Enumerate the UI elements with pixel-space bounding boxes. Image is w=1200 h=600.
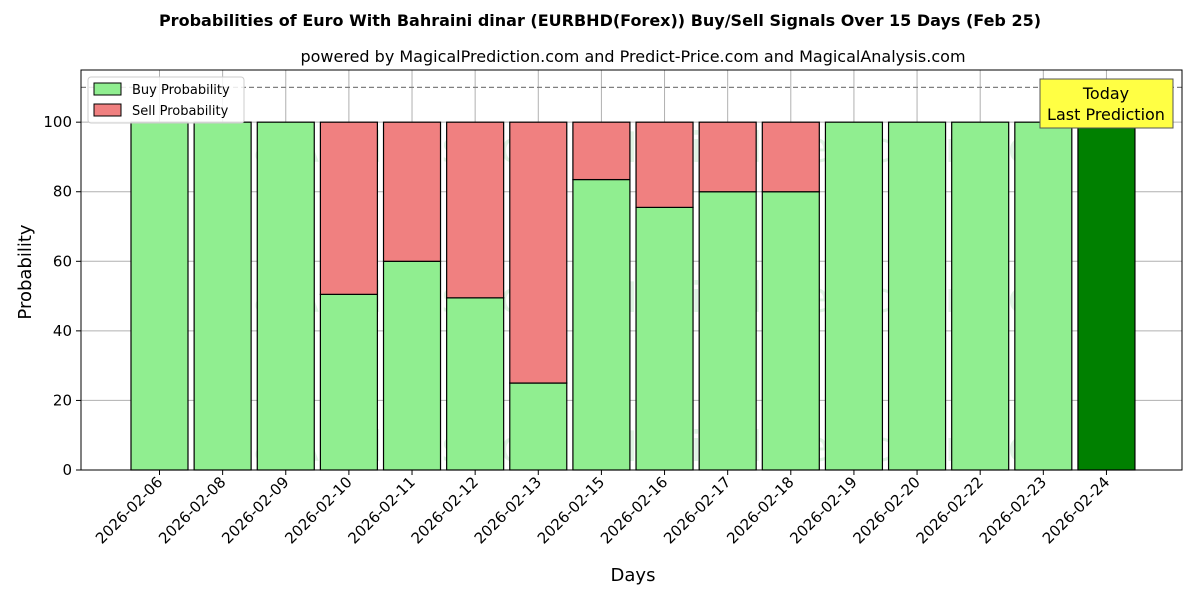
bar-buy — [1077, 121, 1136, 471]
x-tick-label: 2026-02-06 — [92, 473, 166, 547]
y-tick-label: 40 — [53, 322, 72, 340]
bar-buy — [761, 191, 820, 471]
chart-title: Probabilities of Euro With Bahraini dina… — [159, 11, 1041, 30]
bar-sell — [509, 121, 568, 384]
x-tick-label: 2026-02-15 — [534, 473, 608, 547]
bar-buy — [824, 121, 884, 471]
bar-buy — [509, 382, 568, 471]
legend: Buy Probability Sell Probability — [87, 76, 245, 124]
bars — [130, 121, 1136, 471]
today-annotation-line-2: Last Prediction — [1047, 105, 1165, 124]
bar-buy — [1014, 121, 1073, 471]
y-axis: 0 20 40 60 80 100 — [43, 113, 81, 479]
y-tick-label: 80 — [53, 183, 72, 201]
bar-sell — [635, 121, 694, 208]
bar-sell — [761, 121, 820, 193]
y-tick-label: 100 — [43, 113, 72, 131]
legend-swatch-sell — [93, 103, 122, 117]
x-tick-label: 2026-02-13 — [471, 473, 545, 547]
bar-sell — [319, 121, 378, 295]
x-axis: 2026-02-062026-02-082026-02-092026-02-10… — [92, 470, 1113, 547]
x-tick-label: 2026-02-16 — [597, 473, 671, 547]
y-tick-label: 20 — [53, 391, 72, 409]
x-tick-label: 2026-02-17 — [660, 473, 734, 547]
x-tick-label: 2026-02-24 — [1039, 473, 1113, 547]
today-annotation: Today Last Prediction — [1039, 78, 1174, 129]
bar-buy — [887, 121, 947, 471]
x-tick-label: 2026-02-23 — [976, 473, 1050, 547]
x-tick-label: 2026-02-19 — [786, 473, 860, 547]
today-annotation-line-1: Today — [1082, 84, 1129, 103]
plot-frame — [80, 69, 1183, 471]
x-tick-label: 2026-02-20 — [850, 473, 924, 547]
x-tick-label: 2026-02-08 — [155, 473, 229, 547]
bar-buy — [319, 293, 378, 471]
chart-subtitle: powered by MagicalPrediction.com and Pre… — [300, 47, 965, 66]
bar-buy — [193, 121, 252, 471]
bar-sell — [382, 121, 442, 262]
bar-buy — [951, 121, 1010, 471]
x-tick-label: 2026-02-12 — [408, 473, 482, 547]
legend-box — [87, 76, 245, 124]
bar-buy — [698, 191, 757, 471]
bar-sell — [572, 121, 631, 181]
bar-sell — [698, 121, 757, 193]
y-tick-label: 0 — [62, 461, 72, 479]
x-axis-label: Days — [611, 565, 656, 586]
bar-buy — [382, 260, 442, 471]
bar-sell — [446, 121, 505, 299]
legend-swatch-buy — [93, 82, 122, 96]
bar-buy — [635, 206, 694, 471]
x-tick-label: 2026-02-10 — [281, 473, 355, 547]
y-axis-label: Probability — [15, 224, 36, 319]
bar-buy — [446, 297, 505, 471]
bar-buy — [130, 121, 189, 471]
x-tick-label: 2026-02-09 — [218, 473, 292, 547]
x-tick-label: 2026-02-22 — [913, 473, 987, 547]
x-tick-label: 2026-02-11 — [344, 473, 418, 547]
bar-buy — [256, 121, 315, 471]
y-tick-label: 60 — [53, 252, 72, 270]
x-tick-label: 2026-02-18 — [723, 473, 797, 547]
legend-label-buy: Buy Probability — [132, 83, 230, 98]
legend-label-sell: Sell Probability — [132, 104, 229, 119]
bar-buy — [572, 178, 631, 471]
today-annotation-box — [1039, 78, 1174, 129]
